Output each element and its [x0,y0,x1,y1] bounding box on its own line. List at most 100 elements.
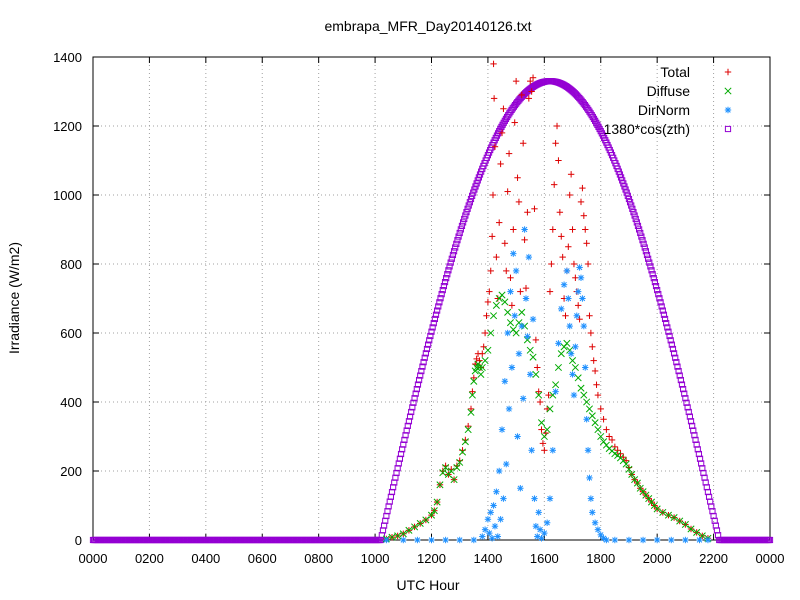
data-point [510,250,517,257]
data-point [498,129,506,137]
legend-label: Diffuse [647,83,691,99]
data-point [490,502,497,509]
data-point [577,198,585,206]
data-point [481,329,489,337]
x-axis-title: UTC Hour [396,577,459,593]
data-point [583,240,590,247]
data-point [565,295,572,302]
data-point [527,371,534,378]
data-point [491,523,499,530]
data-point [632,215,639,223]
data-point [660,311,668,318]
data-point [572,343,579,350]
legend-label: Total [660,64,690,80]
data-point [628,202,635,209]
data-point [479,350,486,357]
data-point [676,372,683,379]
data-point [402,432,409,439]
data-point [498,426,506,433]
y-tick-label: 1400 [53,50,82,65]
data-point [563,267,571,275]
series-total [383,60,712,543]
data-point [563,339,571,347]
data-point [579,295,586,302]
data-point [505,405,513,413]
data-point [444,271,451,278]
data-point [493,488,500,495]
series-layer [89,60,774,544]
x-tick-label: 2200 [699,551,728,566]
data-point [588,412,596,420]
data-point [511,312,518,319]
data-point [484,516,492,523]
data-point [518,91,525,99]
data-point [642,248,649,255]
data-point [625,536,633,544]
data-point [518,322,525,330]
data-point [508,302,516,309]
series-1380-cos-zth- [89,78,774,544]
data-point [409,404,416,411]
x-tick-label: 2000 [643,551,672,566]
data-point [552,381,560,389]
data-point [686,413,693,420]
legend-marker [724,106,732,114]
data-point [500,105,507,112]
data-point [558,233,565,240]
data-point [510,226,517,233]
data-point [525,253,533,261]
data-point [522,284,530,292]
data-point [401,436,408,444]
data-point [419,363,426,370]
data-point [457,226,464,233]
data-point [584,260,592,268]
data-point [646,259,653,266]
data-point [405,526,413,534]
data-point [536,526,544,533]
data-point [496,467,503,475]
data-point [579,184,586,192]
data-point [481,526,489,533]
data-point [654,286,661,294]
data-point [687,418,695,425]
data-point [587,495,595,502]
data-point [486,288,493,295]
y-tick-label: 1200 [53,119,82,134]
data-point [496,219,503,226]
data-point [580,391,588,399]
data-point [463,209,470,216]
data-point [447,467,455,475]
data-point [696,536,703,544]
data-point [682,536,689,544]
data-point [470,536,478,544]
data-point [453,240,460,247]
data-point [455,233,462,240]
data-point [470,374,478,382]
data-point [577,384,585,392]
data-point [555,340,562,347]
data-point [423,345,431,353]
data-point [448,255,455,262]
x-axis-tick-labels: 0000 0200 0400 0600 0800 1000 1200 1400 1600 1800… [79,551,785,566]
data-point [538,535,545,542]
data-point [497,160,504,168]
data-point [582,226,589,233]
legend-marker [724,68,732,76]
data-point [408,408,415,416]
data-point [668,536,675,544]
data-point [589,343,596,350]
data-point [528,88,535,95]
data-point [388,533,396,541]
data-point [631,212,638,219]
data-point [535,509,542,516]
data-point [523,336,531,344]
data-point [589,509,596,516]
data-point [685,408,692,416]
data-point [453,463,461,472]
data-point [524,209,531,216]
data-point [640,240,647,247]
data-point [400,441,407,448]
data-point [484,298,492,306]
data-point [574,374,582,382]
data-point [659,508,667,516]
